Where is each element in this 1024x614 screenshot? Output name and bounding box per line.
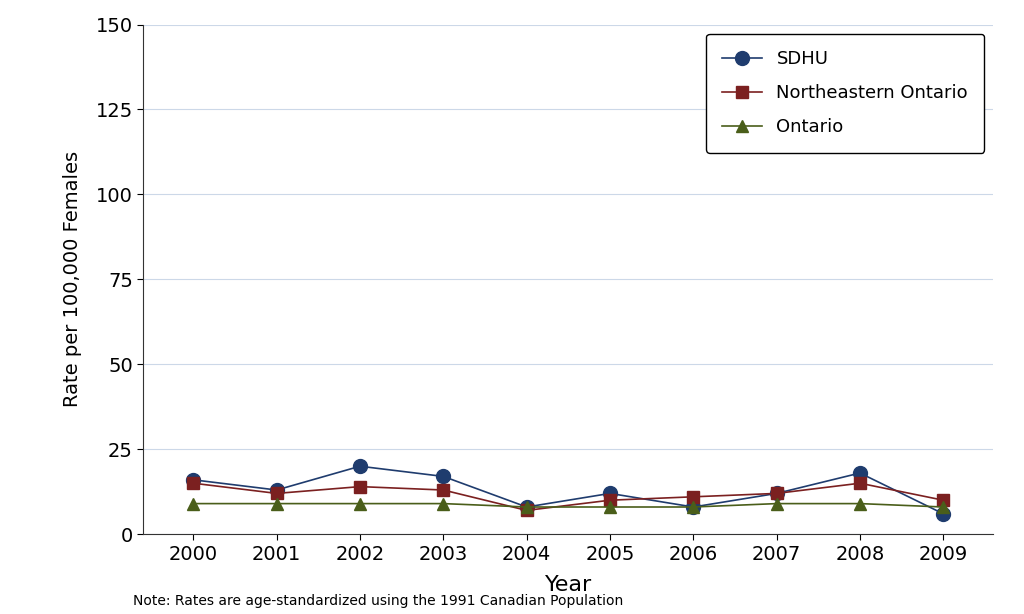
Northeastern Ontario [687, 493, 699, 500]
Ontario [937, 503, 949, 511]
Northeastern Ontario [937, 497, 949, 504]
SDHU [520, 503, 532, 511]
Northeastern Ontario [520, 507, 532, 514]
Northeastern Ontario [770, 490, 782, 497]
SDHU [354, 462, 367, 470]
Ontario [854, 500, 866, 507]
Northeastern Ontario [354, 483, 367, 491]
Legend: SDHU, Northeastern Ontario, Ontario: SDHU, Northeastern Ontario, Ontario [706, 34, 984, 153]
Ontario [270, 500, 283, 507]
Ontario [604, 503, 616, 511]
Ontario [687, 503, 699, 511]
Line: SDHU: SDHU [186, 459, 950, 521]
Northeastern Ontario [854, 480, 866, 487]
Northeastern Ontario [270, 490, 283, 497]
SDHU [687, 503, 699, 511]
Ontario [354, 500, 367, 507]
Line: Northeastern Ontario: Northeastern Ontario [187, 477, 949, 516]
SDHU [270, 486, 283, 494]
Northeastern Ontario [187, 480, 200, 487]
X-axis label: Year: Year [545, 575, 592, 595]
Ontario [520, 503, 532, 511]
Northeastern Ontario [604, 497, 616, 504]
SDHU [187, 476, 200, 483]
Ontario [187, 500, 200, 507]
Ontario [770, 500, 782, 507]
SDHU [854, 469, 866, 476]
SDHU [770, 490, 782, 497]
Text: Note: Rates are age-standardized using the 1991 Canadian Population: Note: Rates are age-standardized using t… [133, 594, 624, 608]
SDHU [604, 490, 616, 497]
SDHU [437, 473, 450, 480]
Y-axis label: Rate per 100,000 Females: Rate per 100,000 Females [62, 151, 82, 408]
Line: Ontario: Ontario [187, 497, 949, 513]
Ontario [437, 500, 450, 507]
Northeastern Ontario [437, 486, 450, 494]
SDHU [937, 510, 949, 518]
